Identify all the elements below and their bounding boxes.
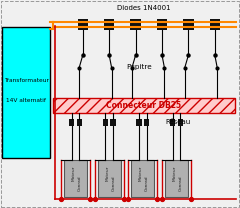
- Text: Diodes 1N4001: Diodes 1N4001: [117, 5, 171, 11]
- Bar: [183, 19, 194, 25]
- Text: Connecteur DB25: Connecteur DB25: [106, 101, 182, 110]
- Bar: [183, 24, 194, 30]
- Text: Transformateur: Transformateur: [4, 78, 49, 83]
- Bar: [53, 98, 235, 113]
- Text: Réseau: Réseau: [165, 119, 190, 125]
- Text: Moteur: Moteur: [139, 165, 143, 181]
- Text: Conrad: Conrad: [179, 175, 183, 191]
- Bar: [136, 119, 142, 126]
- Bar: [130, 19, 141, 25]
- Bar: [157, 24, 167, 30]
- Text: 14V alternatif: 14V alternatif: [6, 98, 46, 103]
- Bar: [104, 24, 114, 30]
- Bar: [2, 27, 50, 158]
- Bar: [104, 19, 114, 25]
- Bar: [157, 19, 167, 25]
- Bar: [170, 119, 175, 126]
- Bar: [110, 119, 116, 126]
- Text: Pupitre: Pupitre: [126, 64, 152, 69]
- Bar: [178, 119, 183, 126]
- Text: Moteur: Moteur: [72, 165, 76, 181]
- Bar: [98, 160, 121, 197]
- Bar: [69, 119, 74, 126]
- Bar: [64, 160, 87, 197]
- Text: Moteur: Moteur: [173, 165, 176, 181]
- Text: Conrad: Conrad: [145, 175, 149, 191]
- Text: Conrad: Conrad: [78, 175, 82, 191]
- Bar: [77, 119, 82, 126]
- Bar: [210, 24, 220, 30]
- Bar: [165, 160, 188, 197]
- Bar: [103, 119, 108, 126]
- Bar: [78, 19, 88, 25]
- Bar: [144, 119, 149, 126]
- Bar: [132, 160, 154, 197]
- Bar: [78, 24, 88, 30]
- Text: Moteur: Moteur: [105, 165, 109, 181]
- Text: Conrad: Conrad: [112, 175, 115, 191]
- Bar: [130, 24, 141, 30]
- Bar: [210, 19, 220, 25]
